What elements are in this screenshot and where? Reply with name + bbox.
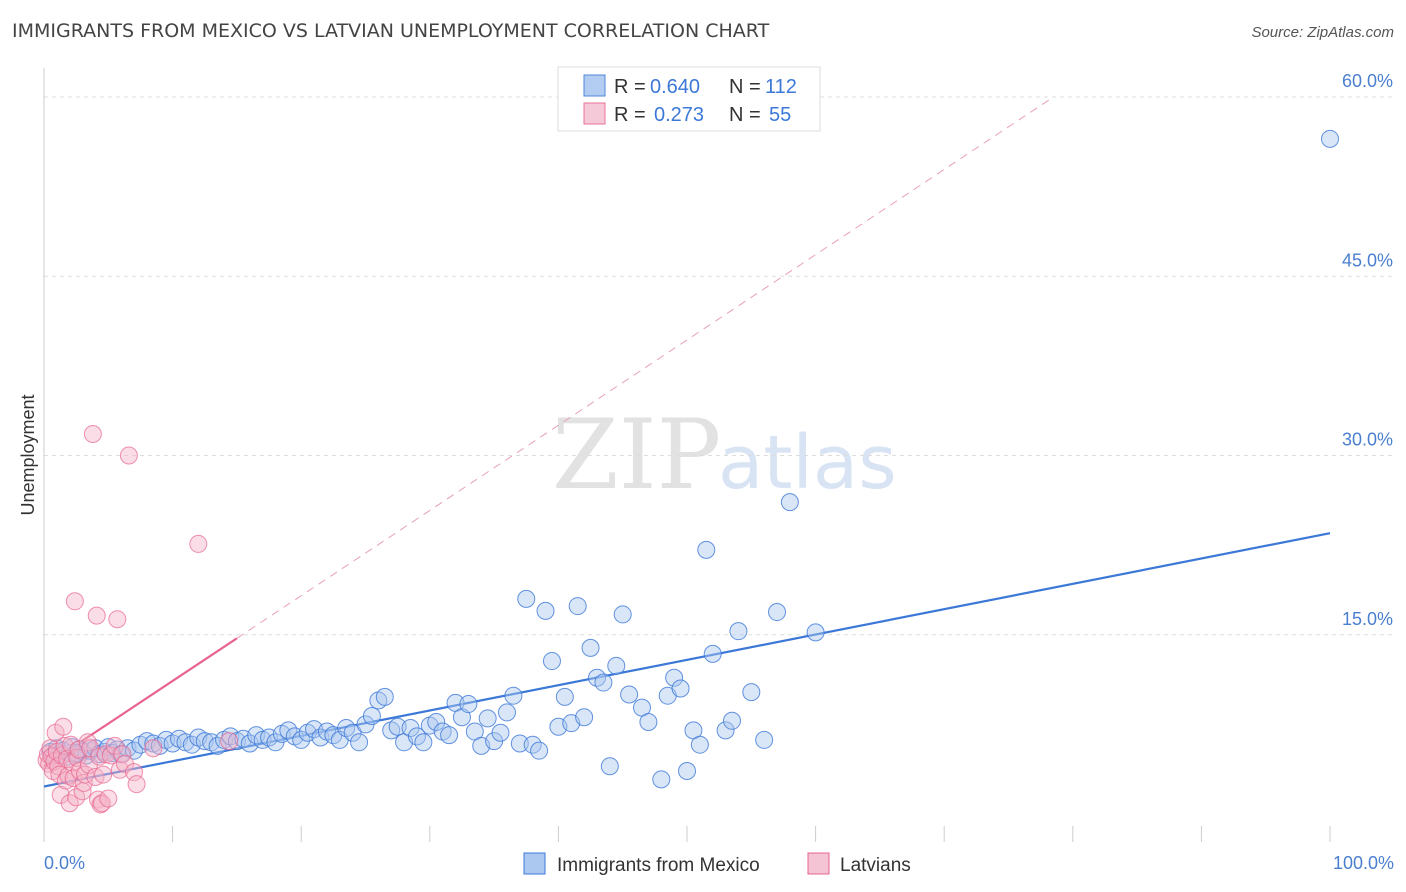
series-legend: Immigrants from Mexico Latvians — [523, 852, 911, 876]
series-legend-swatch-mexico — [523, 852, 546, 875]
source-label: Source: ZipAtlas.com — [1251, 24, 1394, 41]
point-mexico — [613, 605, 632, 624]
point-mexico — [542, 652, 561, 671]
point-latvians — [55, 736, 74, 755]
series-legend-label-mexico: Immigrants from Mexico — [557, 855, 760, 876]
point-mexico — [600, 757, 619, 776]
point-latvians — [127, 775, 146, 794]
point-mexico — [568, 597, 587, 616]
point-mexico — [723, 711, 742, 730]
point-mexico — [497, 703, 516, 722]
x-tick-label: 0.0% — [44, 853, 85, 873]
legend-n-value-2: 55 — [769, 104, 791, 126]
legend-r-label-1: R = — [614, 76, 646, 98]
y-tick-label: 60.0% — [1342, 71, 1393, 91]
point-mexico — [375, 687, 394, 706]
point-mexico — [575, 708, 594, 727]
point-mexico — [536, 601, 555, 620]
grid-lines — [44, 96, 1394, 636]
point-mexico — [530, 741, 549, 760]
point-mexico — [491, 723, 510, 742]
point-mexico — [350, 733, 369, 752]
point-latvians — [69, 740, 88, 759]
point-mexico — [755, 730, 774, 749]
y-axis-title: Unemployment — [18, 394, 38, 515]
point-mexico — [388, 717, 407, 736]
point-mexico — [504, 686, 523, 705]
point-mexico — [478, 709, 497, 728]
point-latvians — [99, 789, 118, 808]
point-mexico — [742, 683, 761, 702]
point-mexico — [729, 622, 748, 641]
axes — [43, 68, 1331, 842]
y-tick-label: 15.0% — [1342, 609, 1393, 629]
point-mexico — [652, 770, 671, 789]
point-mexico — [510, 734, 529, 753]
legend-n-label-2: N = — [729, 104, 761, 126]
point-latvians — [94, 765, 113, 784]
stats-legend: R = 0.640 N = 112 R = 0.273 N = 55 — [557, 66, 821, 132]
point-latvians — [125, 763, 144, 782]
point-mexico — [343, 723, 362, 742]
series-legend-swatch-latvians — [807, 852, 830, 875]
point-latvians — [189, 534, 208, 553]
point-mexico — [440, 726, 459, 745]
legend-r-value-1: 0.640 — [650, 76, 700, 98]
point-mexico — [427, 712, 446, 731]
point-mexico — [697, 540, 716, 559]
point-latvians — [54, 717, 73, 736]
legend-swatch-mexico — [583, 74, 606, 97]
point-latvians — [119, 446, 138, 465]
point-latvians — [101, 746, 120, 765]
point-latvians — [220, 732, 239, 751]
legend-n-value-1: 112 — [765, 76, 797, 98]
point-mexico — [581, 638, 600, 657]
point-latvians — [83, 424, 102, 443]
point-mexico — [671, 679, 690, 698]
point-mexico — [1321, 129, 1339, 148]
chart-title: IMMIGRANTS FROM MEXICO VS LATVIAN UNEMPL… — [12, 20, 770, 42]
point-latvians — [65, 592, 84, 611]
point-latvians — [108, 610, 127, 629]
point-mexico — [639, 712, 658, 731]
point-mexico — [703, 644, 722, 663]
legend-r-value-2: 0.273 — [654, 104, 704, 126]
series-legend-label-latvians: Latvians — [840, 855, 911, 876]
legend-swatch-latvians — [583, 102, 606, 125]
x-tick-label: 100.0% — [1333, 853, 1394, 873]
point-mexico — [690, 735, 709, 754]
point-mexico — [806, 623, 825, 642]
tick-labels: 15.0% 30.0% 45.0% 60.0% 0.0% 100.0% — [44, 71, 1394, 873]
point-mexico — [517, 589, 536, 608]
point-mexico — [607, 656, 626, 675]
point-mexico — [452, 708, 471, 727]
watermark-atlas: atlas — [718, 420, 897, 506]
point-mexico — [678, 761, 696, 780]
point-latvians — [64, 769, 83, 788]
point-latvians — [71, 761, 90, 780]
legend-n-label-1: N = — [729, 76, 761, 98]
point-mexico — [555, 687, 574, 706]
point-mexico — [292, 730, 311, 749]
point-mexico — [780, 493, 799, 512]
legend-r-label-2: R = — [614, 104, 646, 126]
data-points — [37, 129, 1339, 814]
point-mexico — [665, 668, 684, 687]
point-mexico — [459, 695, 478, 714]
point-mexico — [620, 685, 639, 704]
point-latvians — [87, 606, 106, 625]
point-latvians — [144, 739, 163, 758]
point-mexico — [716, 721, 735, 740]
point-mexico — [362, 707, 381, 726]
trend-line-latvians-extension — [236, 96, 1054, 639]
point-latvians — [110, 760, 129, 779]
point-mexico — [594, 673, 613, 692]
point-mexico — [414, 733, 433, 752]
y-tick-label: 30.0% — [1342, 430, 1393, 450]
point-mexico — [768, 603, 787, 622]
y-tick-label: 45.0% — [1342, 250, 1393, 270]
